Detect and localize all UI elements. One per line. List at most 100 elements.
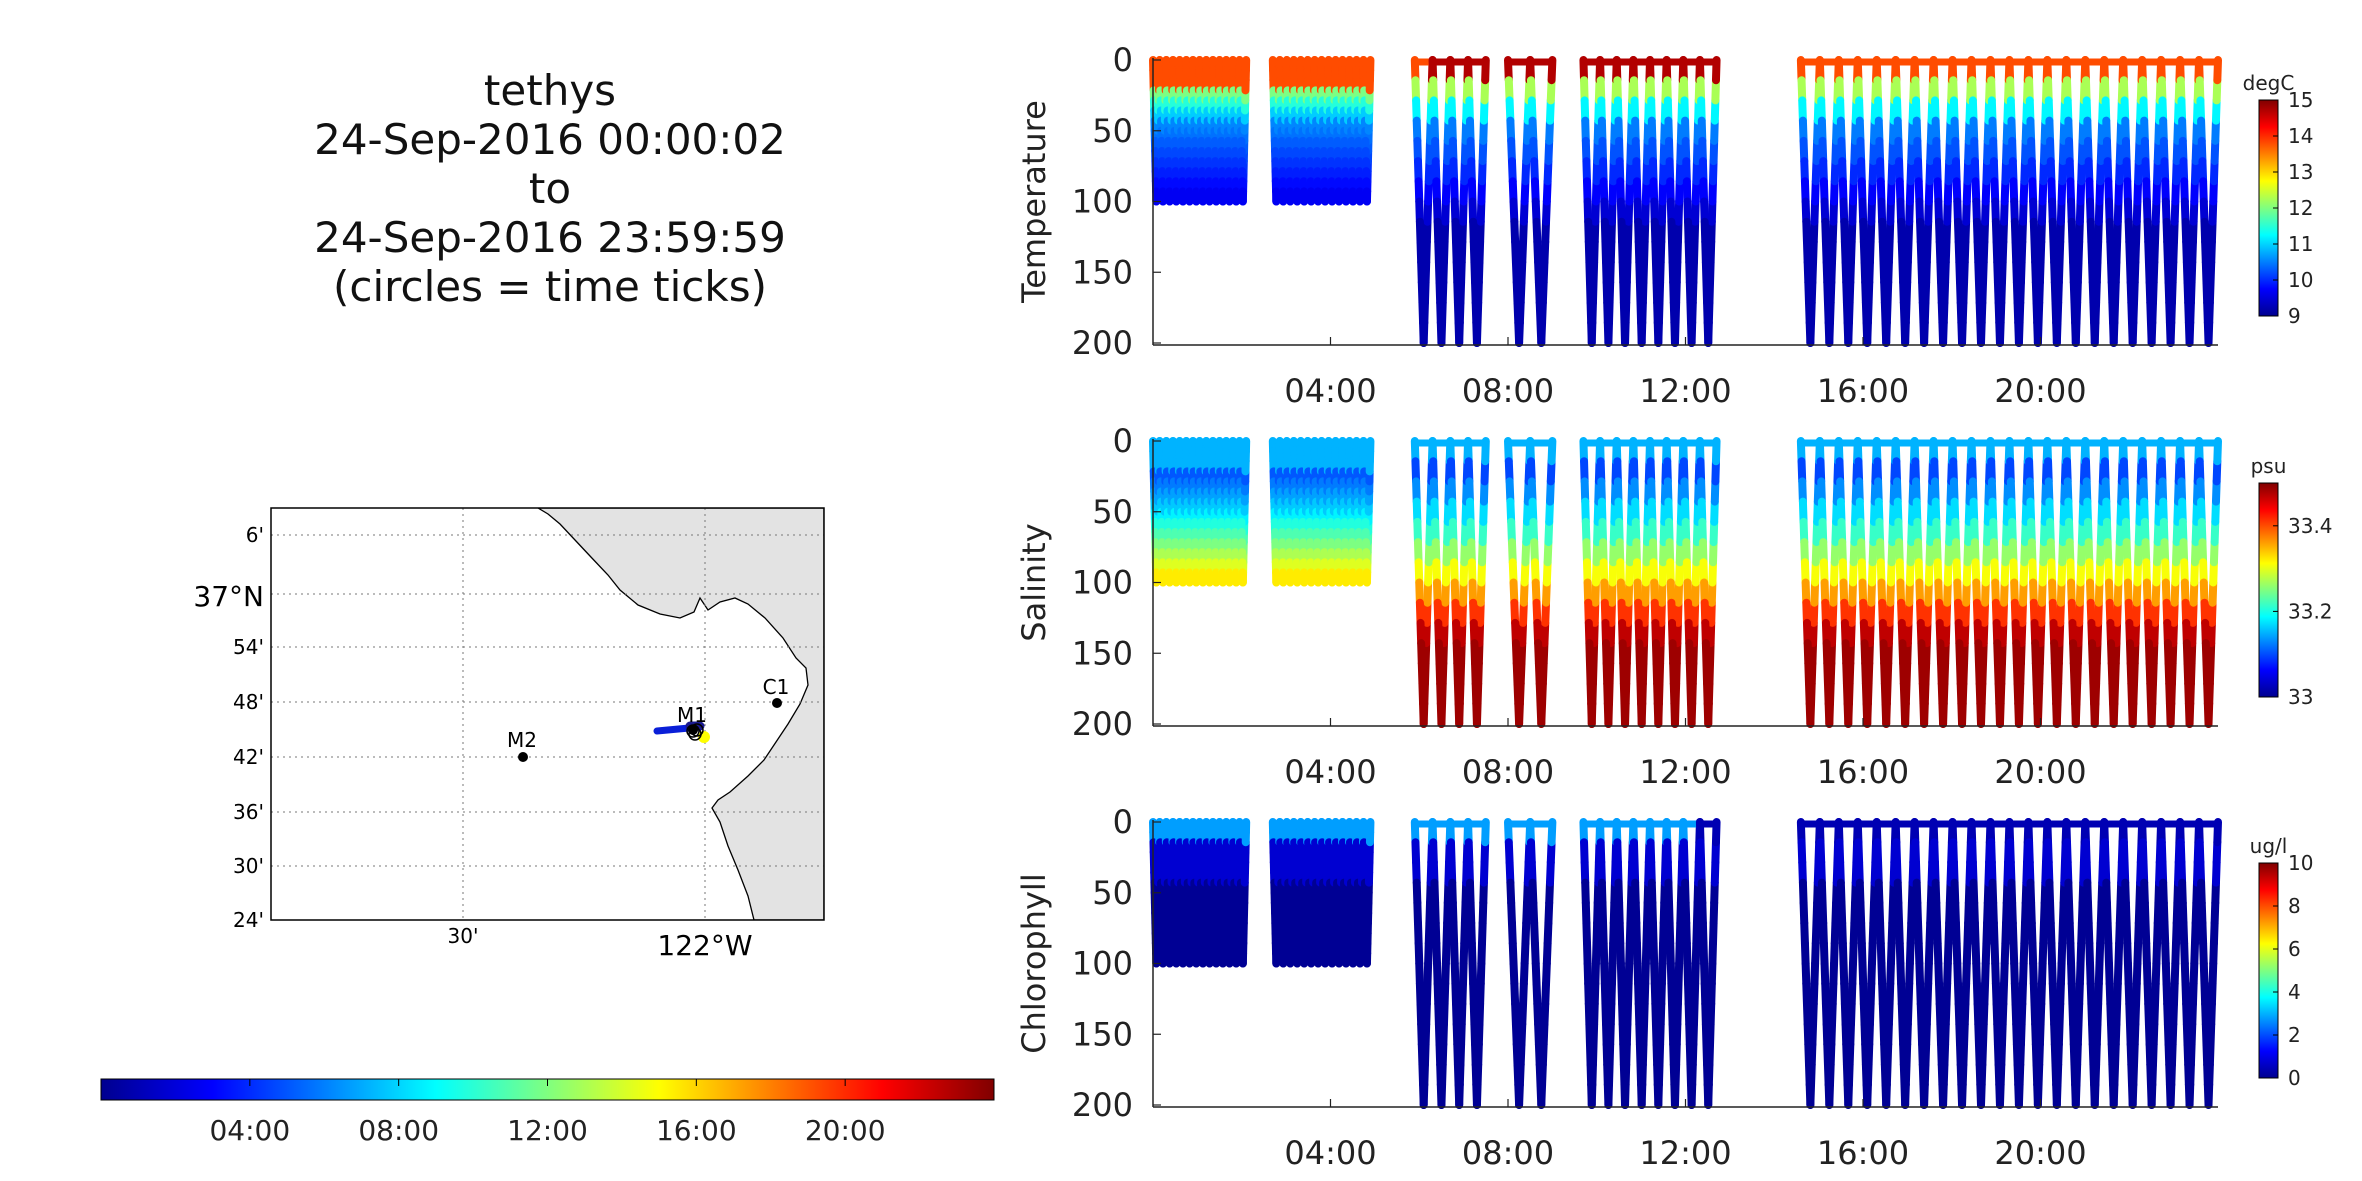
map-lon-label: 122°W (657, 929, 752, 962)
value-colorbar-tick-label: 14 (2288, 124, 2313, 148)
dive-segment (1805, 318, 1815, 347)
value-colorbar-tick-label: 33 (2288, 685, 2313, 709)
dive-segment (1900, 318, 1910, 347)
dive-segment (1637, 1080, 1646, 1109)
dive-segment (2014, 699, 2023, 728)
map-lat-label: 54' (233, 635, 264, 659)
time-colorbar-tick-label: 08:00 (358, 1114, 439, 1147)
dive-segment (2165, 699, 2175, 728)
dive-segment (2052, 699, 2061, 728)
circles-note: (circles = time ticks) (333, 262, 767, 311)
time-colorbar-tick-label: 12:00 (507, 1114, 588, 1147)
dive-segment (1603, 699, 1613, 728)
figure-title: tethys 24-Sep-2016 00:00:02 to 24-Sep-20… (250, 66, 850, 311)
dive-segment (2109, 318, 2118, 347)
dive-segment (1620, 699, 1630, 728)
value-colorbar-tick-label: 15 (2288, 88, 2313, 112)
dive-segment (2128, 699, 2137, 728)
dive-segment (1637, 699, 1646, 728)
dive-segment (1587, 318, 1596, 347)
dive-segment (1472, 318, 1481, 347)
x-tick-label: 08:00 (1462, 753, 1554, 791)
dive-segment (1454, 318, 1464, 347)
map-lat-label: 36' (233, 800, 264, 824)
value-colorbar-tick-label: 13 (2288, 160, 2313, 184)
map-lat-labels: 6' 37°N 54' 48' 42' 36' 30' 24' (193, 523, 264, 932)
y-tick-label: 50 (1092, 493, 1133, 531)
dive-segment (2146, 318, 2156, 347)
dive-segment (2090, 699, 2099, 728)
dive-segment (1436, 318, 1446, 347)
dive-segment (2090, 318, 2099, 347)
profile-panel-temperature: 0 50 100 150 200 04:00 08:00 12:00 16:00 20:00 Tem… (1015, 41, 2313, 410)
y-tick-label: 150 (1072, 634, 1133, 672)
dive-segment (1536, 318, 1546, 347)
dive-segment (1824, 318, 1834, 347)
dive-segment (1587, 699, 1596, 728)
dive-segment (1900, 699, 1910, 728)
time-colorbar-ticks: 04:00 08:00 12:00 16:00 20:00 (209, 1079, 886, 1147)
vehicle-name: tethys (483, 66, 617, 115)
value-colorbar: psu 33.4 33.2 33 (2251, 454, 2333, 709)
dive-segment (1938, 699, 1948, 728)
value-colorbar-tick-label: 11 (2288, 232, 2313, 256)
dive-segment (2033, 318, 2042, 347)
y-tick-label: 0 (1113, 422, 1133, 460)
dive-segment (1703, 318, 1713, 347)
end-time: 24-Sep-2016 23:59:59 (314, 213, 786, 262)
dive-segment (1919, 318, 1929, 347)
x-tick-label: 12:00 (1639, 753, 1731, 791)
y-tick-label: 0 (1113, 41, 1133, 79)
dive-segment (1514, 699, 1524, 728)
dive-segment (2203, 699, 2213, 728)
dive-segment (1603, 318, 1613, 347)
dive-segment (1419, 699, 1428, 728)
land-area (536, 508, 824, 920)
dive-segment (2033, 699, 2042, 728)
x-tick-label: 04:00 (1284, 372, 1376, 410)
dive-segment (1881, 318, 1891, 347)
dive-segment (2184, 699, 2194, 728)
station-marker (772, 698, 782, 708)
dive-segment (1419, 1080, 1428, 1109)
dive-segment (1587, 1080, 1596, 1109)
dive-segment (1620, 318, 1630, 347)
value-colorbar-tick-label: 10 (2288, 268, 2313, 292)
profile-dives (1149, 437, 2222, 728)
dive-segment (1995, 699, 2004, 728)
value-colorbar-tick-label: 33.2 (2288, 599, 2333, 623)
dive-segment (1436, 699, 1446, 728)
profile-dives (1149, 56, 2222, 347)
map-lon-label: 30' (448, 924, 479, 948)
to-label: to (528, 164, 572, 213)
value-colorbar-tick-label: 33.4 (2288, 514, 2333, 538)
x-tick-label: 16:00 (1817, 753, 1909, 791)
map-lat-label: 42' (233, 745, 264, 769)
dive-segment (1670, 699, 1679, 728)
station-c1: C1 (763, 675, 790, 708)
dive-segment (1637, 318, 1646, 347)
station-label: M1 (677, 703, 707, 727)
dive-segment (1824, 699, 1834, 728)
y-tick-label: 200 (1072, 324, 1133, 362)
map-lat-label: 24' (233, 908, 264, 932)
dive-segment (1653, 318, 1663, 347)
dive-segment (1536, 699, 1546, 728)
dive-segment (1976, 699, 1985, 728)
station-label: C1 (763, 675, 790, 699)
value-colorbar-tick-label: 12 (2288, 196, 2313, 220)
dive-segment (1995, 318, 2004, 347)
y-tick-label: 100 (1072, 183, 1133, 221)
dive-segment (2014, 318, 2023, 347)
y-tick-label: 200 (1072, 705, 1133, 743)
map-grid (271, 508, 824, 920)
dive-segment (2071, 318, 2080, 347)
y-tick-label: 150 (1072, 253, 1133, 291)
dive-segment (1976, 318, 1985, 347)
dive-segment (1805, 699, 1815, 728)
x-tick-label: 16:00 (1817, 372, 1909, 410)
map-lat-label: 6' (246, 523, 264, 547)
